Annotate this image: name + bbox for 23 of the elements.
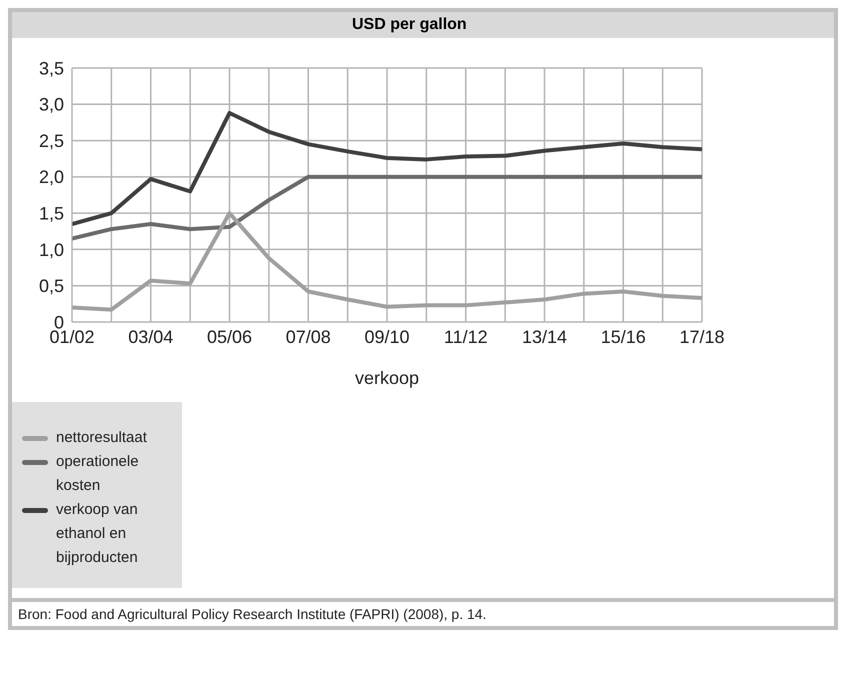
y-tick-label: 1,0 bbox=[38, 240, 64, 260]
x-axis-title: verkoop bbox=[354, 368, 420, 388]
line-series bbox=[70, 174, 704, 241]
legend-label: verkoop van ethanol en bijproducten bbox=[56, 500, 139, 568]
x-tick-label: 15/16 bbox=[600, 326, 646, 347]
text: Bron: Food and Agricultural Policy Research Institute (FAPRI) (2008), p. 14. bbox=[12, 598, 834, 626]
x-tick-label: 03/04 bbox=[128, 326, 174, 347]
y-tick-label: 3,5 bbox=[38, 58, 64, 78]
x-tick-label: 13/14 bbox=[522, 326, 568, 347]
y-tick-label: 0,5 bbox=[38, 276, 64, 296]
x-tick-label: 07/08 bbox=[286, 326, 331, 347]
y-tick-label: 1,5 bbox=[38, 204, 64, 224]
x-tick-label: 11/12 bbox=[444, 326, 488, 347]
chart-title: USD per gallon bbox=[12, 12, 834, 38]
x-tick-label: 09/10 bbox=[364, 326, 410, 347]
x-tick-label: 17/18 bbox=[679, 326, 725, 347]
y-tick-label: 3,0 bbox=[38, 94, 64, 115]
line-series bbox=[70, 110, 704, 226]
x-tick-label: 05/06 bbox=[206, 326, 252, 347]
legend-label: nettoresultaat bbox=[56, 428, 148, 448]
y-tick-label: 2,5 bbox=[38, 130, 64, 151]
y-tick-label: 2,0 bbox=[38, 167, 64, 188]
line-series bbox=[70, 211, 704, 312]
